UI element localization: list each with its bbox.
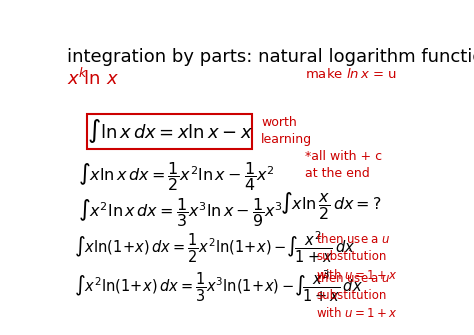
Text: then use a $\mathit{u}$
substitution
with $u = 1 + x$: then use a $\mathit{u}$ substitution wit… (316, 271, 398, 321)
Text: make $\mathit{ln\,x}$ = u: make $\mathit{ln\,x}$ = u (305, 67, 397, 81)
Text: $\int x\ln(1\!+\!x)\,dx = \dfrac{1}{2}x^2\ln(1\!+\!x) - \!\int\!\dfrac{x^2}{1+x}: $\int x\ln(1\!+\!x)\,dx = \dfrac{1}{2}x^… (74, 230, 355, 265)
Text: *all with + c
at the end: *all with + c at the end (305, 150, 383, 180)
Text: $\int x\ln\dfrac{x}{2}\,dx = ?$: $\int x\ln\dfrac{x}{2}\,dx = ?$ (280, 191, 382, 222)
Text: worth
learning: worth learning (261, 116, 312, 146)
Text: $\int x^2\ln(1\!+\!x)\,dx = \dfrac{1}{3}x^3\ln(1\!+\!x) - \!\int\!\dfrac{x^3}{1+: $\int x^2\ln(1\!+\!x)\,dx = \dfrac{1}{3}… (74, 268, 363, 304)
Text: $x^k\!\mathit{\ln\,x}$: $x^k\!\mathit{\ln\,x}$ (66, 67, 118, 88)
Text: $\int \ln x\,dx = x\ln x - x$: $\int \ln x\,dx = x\ln x - x$ (87, 117, 252, 145)
Text: $\int x\ln x\,dx = \dfrac{1}{2}x^2\ln x - \dfrac{1}{4}x^2$: $\int x\ln x\,dx = \dfrac{1}{2}x^2\ln x … (78, 160, 274, 193)
Text: integration by parts: natural logarithm functions: integration by parts: natural logarithm … (66, 48, 474, 66)
Text: $\int x^2\ln x\,dx = \dfrac{1}{3}x^3\ln x - \dfrac{1}{9}x^3$: $\int x^2\ln x\,dx = \dfrac{1}{3}x^3\ln … (78, 196, 283, 229)
Text: then use a $\mathit{u}$
substitution
with $u = 1 + x$: then use a $\mathit{u}$ substitution wit… (316, 232, 398, 282)
FancyBboxPatch shape (87, 114, 252, 148)
